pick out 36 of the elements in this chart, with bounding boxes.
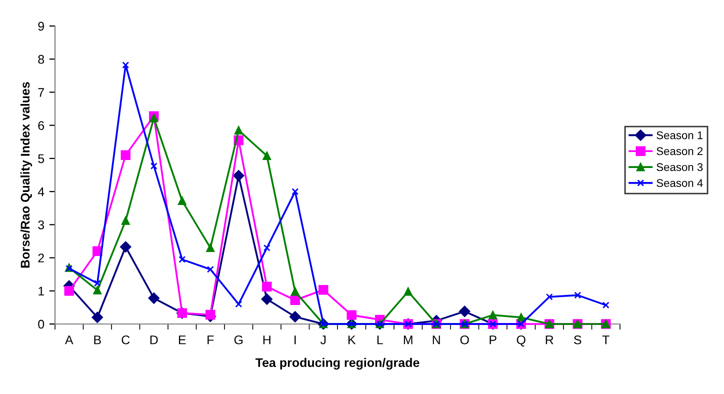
y-tick-label: 4 [38, 187, 44, 196]
y-tick-label: 5 [38, 154, 44, 164]
x-tick-label: E [178, 336, 186, 344]
x-tick-label: M [404, 336, 412, 344]
y-tick-label: 3 [38, 220, 44, 230]
x-tick-label: J [320, 336, 326, 344]
x-tick-label: F [208, 336, 214, 344]
x-tick-label: D [150, 336, 158, 344]
y-tick-label: 8 [38, 54, 44, 64]
y-tick-label: 6 [38, 121, 44, 130]
x-tick-label: N [432, 336, 440, 344]
y-tick-label: 0 [38, 320, 44, 329]
x-axis-title: Tea producing region/grade [255, 358, 420, 370]
x-tick-label: B [94, 336, 101, 344]
y-tick-label: 2 [38, 254, 44, 262]
x-tick-label: S [574, 335, 582, 344]
x-tick-label: I [294, 336, 296, 344]
x-tick-label: R [546, 336, 554, 344]
x-tick-label: C [122, 335, 130, 344]
legend-label: Season 4 [656, 179, 703, 187]
legend-label: Season 3 [656, 163, 703, 172]
y-tick-label: 7 [38, 88, 44, 97]
x-tick-label: L [377, 336, 383, 344]
legend-label: Season 2 [656, 147, 703, 156]
y-axis-title: Borse/Rao Quality Index values [20, 82, 32, 268]
x-tick-label: G [234, 335, 243, 344]
y-tick-label: 9 [38, 22, 44, 31]
x-tick-label: P [490, 336, 496, 344]
x-tick-label: O [460, 335, 469, 344]
x-tick-label: T [602, 336, 610, 344]
x-tick-label: K [348, 336, 356, 344]
x-tick-label: A [64, 336, 74, 344]
y-tick-label: 1 [38, 286, 44, 296]
x-tick-label: Q [516, 335, 526, 347]
legend-label: Season 1 [656, 131, 703, 140]
x-tick-label: H [263, 336, 270, 344]
